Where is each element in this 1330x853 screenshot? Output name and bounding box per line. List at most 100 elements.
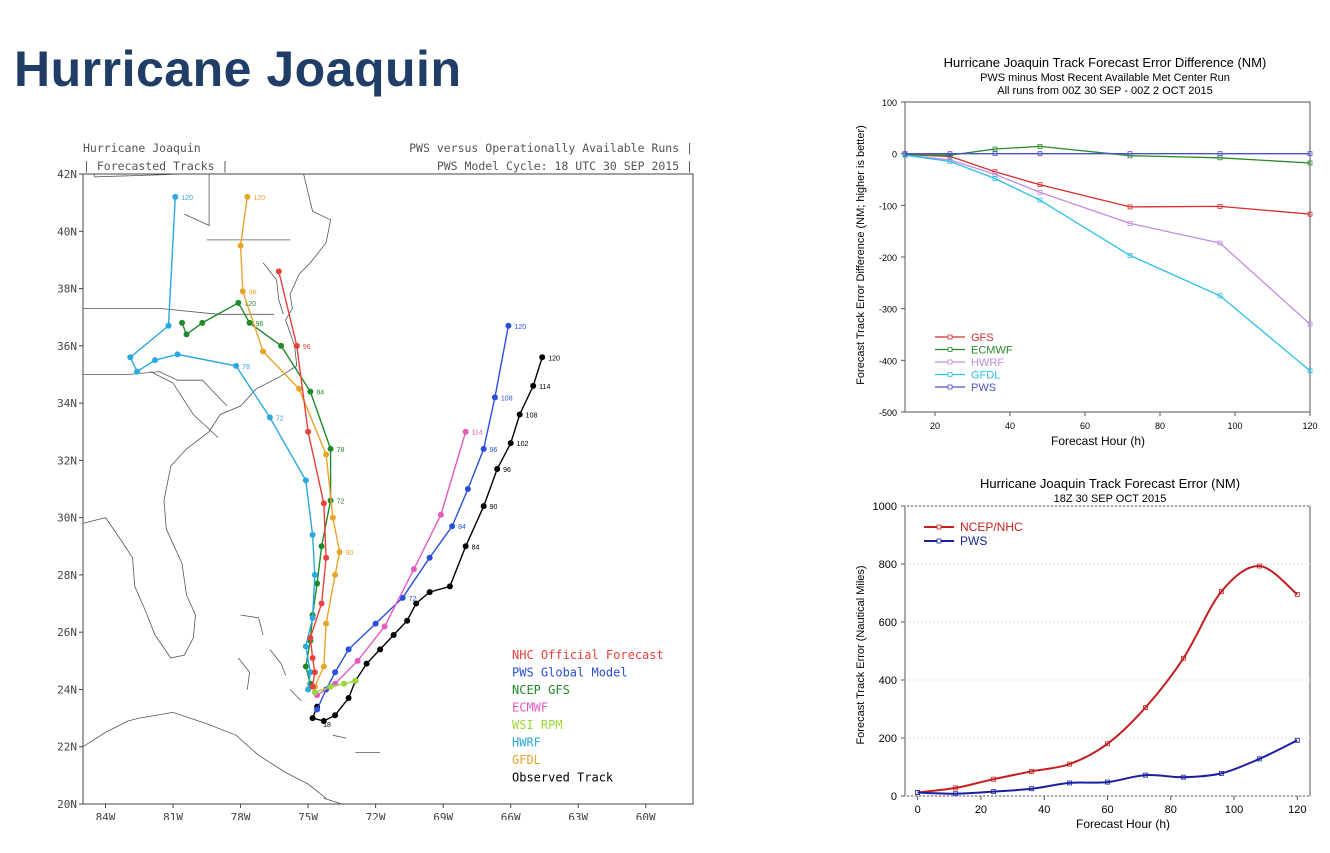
track-point <box>341 680 348 687</box>
track-point <box>307 669 314 676</box>
lat-label: 26N <box>57 626 77 639</box>
track-pws-global-model: 72 84 96 108 120 <box>314 322 526 713</box>
track-point <box>323 620 330 627</box>
track-hour-label: 84 <box>458 524 466 531</box>
track-point <box>336 549 343 555</box>
err-chart-subtitle: 18Z 30 SEP OCT 2015 <box>1054 493 1167 505</box>
track-point <box>244 193 251 200</box>
map-header-subtitle: | Forecasted Tracks | <box>83 159 228 173</box>
data-point <box>991 776 996 782</box>
coast-segment <box>262 262 284 315</box>
track-point <box>332 712 339 719</box>
coast-segment <box>240 614 264 636</box>
plot-frame <box>904 101 1311 413</box>
legend-marker <box>947 372 953 377</box>
data-point <box>1037 151 1043 157</box>
data-point <box>1127 221 1133 226</box>
track-point <box>345 695 352 702</box>
track-hour-label: 84 <box>316 390 324 397</box>
track-point <box>354 657 361 664</box>
track-point <box>480 445 487 452</box>
coast-segment <box>83 371 228 407</box>
track-hour-label: 114 <box>472 430 483 437</box>
track-point <box>302 643 309 650</box>
legend-item: GFDL <box>512 753 541 767</box>
legend-item: HWRF <box>512 736 541 750</box>
x-tick-label: 80 <box>1165 804 1177 816</box>
track-point <box>507 440 514 447</box>
track-point <box>329 514 336 521</box>
data-point <box>947 159 953 164</box>
track-line <box>314 680 356 693</box>
data-point <box>1294 592 1300 597</box>
track-point <box>437 511 444 518</box>
track-point <box>293 342 300 349</box>
track-point <box>390 632 397 639</box>
lon-label: 66W <box>501 811 521 820</box>
error-difference-chart: Hurricane Joaquin Track Forecast Error D… <box>855 55 1318 448</box>
lat-label: 24N <box>57 683 77 696</box>
legend-label: GFDL <box>971 370 1000 382</box>
track-point <box>134 368 141 375</box>
y-tick-label: 800 <box>879 559 897 571</box>
track-point <box>314 706 321 713</box>
data-point <box>1307 160 1313 166</box>
series-line <box>904 154 1311 215</box>
track-point <box>237 242 244 249</box>
series-line <box>904 154 1311 372</box>
track-point <box>446 583 453 590</box>
track-point <box>377 646 384 653</box>
track-hour-label: 78 <box>242 364 250 371</box>
track-point <box>352 677 359 684</box>
track-hour-label: 90 <box>490 504 498 511</box>
track-point <box>345 646 352 653</box>
legend-item: NHC Official Forecast <box>512 648 664 662</box>
coastline <box>82 173 381 805</box>
track-point <box>320 500 327 507</box>
data-point <box>1105 741 1110 747</box>
track-point <box>323 451 330 458</box>
track-point <box>305 686 312 693</box>
track-hour-label: 96 <box>503 467 511 474</box>
data-point <box>1307 211 1313 217</box>
track-point <box>183 331 190 338</box>
track-point <box>302 663 309 670</box>
y-tick-label: -500 <box>879 408 897 418</box>
y-tick-label: -100 <box>879 201 897 211</box>
y-tick-label: 200 <box>879 733 897 745</box>
y-tick-label: 0 <box>892 150 897 160</box>
track-point <box>381 623 388 630</box>
track-point <box>426 554 433 561</box>
data-point <box>1256 563 1262 569</box>
track-point <box>174 351 181 358</box>
track-hour-label: 78 <box>337 447 345 454</box>
series-hwrf: HWRF <box>902 152 1313 369</box>
track-point <box>530 382 537 389</box>
track-point <box>165 322 172 329</box>
map-header-title: Hurricane Joaquin <box>83 141 201 155</box>
track-point <box>464 486 471 492</box>
track-point <box>309 654 316 661</box>
diff-x-axis-label: Forecast Hour (h) <box>1051 434 1145 448</box>
legend-item: Observed Track <box>512 771 614 785</box>
lat-label: 38N <box>57 283 77 296</box>
track-hour-label: 108 <box>526 413 538 420</box>
y-tick-label: 100 <box>882 98 897 108</box>
track-point <box>127 354 134 361</box>
track-point <box>399 594 406 601</box>
map-axes: 42N 40N 38N 36N 34N 32N 30N 28N 26N 24N 22N 20N 84W 8… <box>57 168 656 820</box>
track-nhc-official-forecast: 96 <box>275 268 330 690</box>
track-line <box>278 271 327 687</box>
track-point <box>494 465 501 472</box>
coast-segment <box>332 734 347 739</box>
track-point <box>246 319 253 326</box>
track-hour-label: 96 <box>490 447 498 454</box>
track-hour-label: 18 <box>323 722 331 729</box>
coast-segment <box>269 649 286 676</box>
track-point <box>233 362 240 369</box>
y-tick-label: 600 <box>879 617 897 629</box>
legend-label: PWS <box>971 382 996 394</box>
data-point <box>1067 761 1072 767</box>
lat-label: 20N <box>57 798 77 811</box>
data-point <box>1217 151 1223 157</box>
